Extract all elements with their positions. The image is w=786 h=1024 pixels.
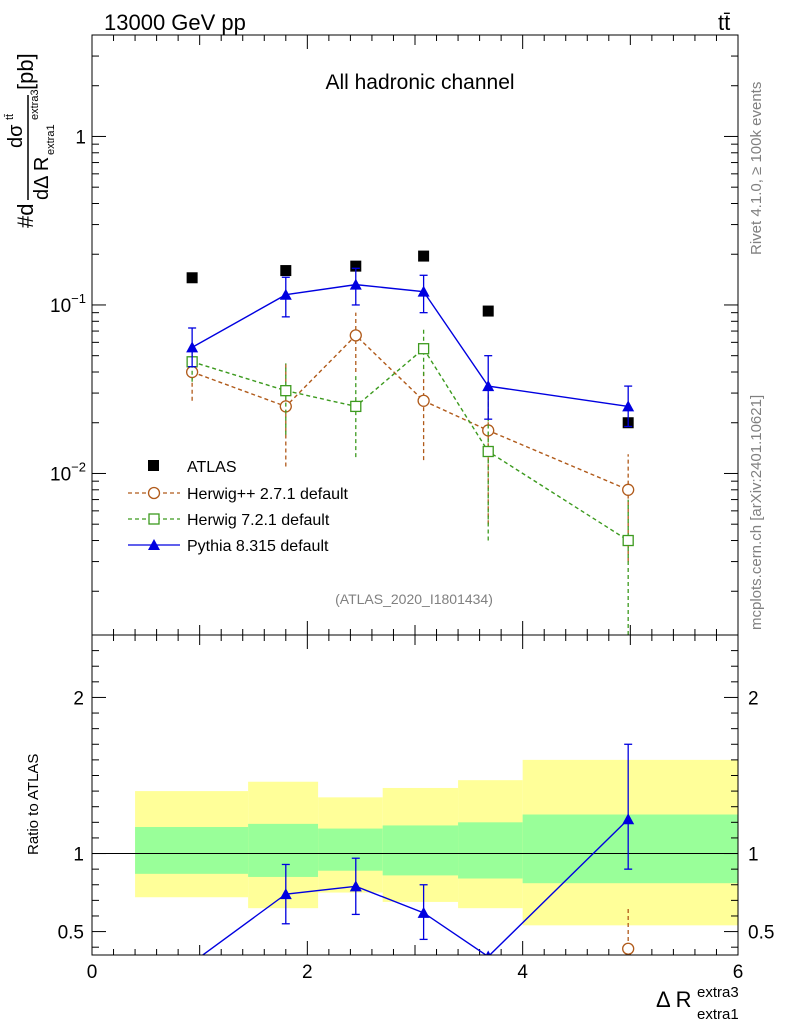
atlas-point [186, 272, 198, 284]
main-series [185, 250, 635, 635]
svg-text:Herwig++ 2.7.1 default: Herwig++ 2.7.1 default [187, 486, 349, 503]
main-y-tick-labels: 10−2 10−1 1 [50, 127, 86, 485]
ratio-y-tick-label-right: 1 [748, 845, 759, 866]
main-y-tick-label: 10−2 [50, 459, 86, 485]
x-axis-title: Δ R extra3 extra1 [656, 984, 739, 1023]
ratio-band-inner [135, 827, 249, 874]
herwigpp-point [417, 394, 430, 407]
pythia-point [622, 400, 635, 412]
ratio-y-tick-label-left: 2 [73, 688, 84, 709]
ratio-pythia-point [279, 888, 292, 900]
rivet-label: Rivet 4.1.0, ≥ 100k events [748, 82, 765, 255]
pythia-point [417, 285, 430, 297]
ratio-pythia-point [622, 813, 635, 825]
ratio-series-herwigpp [622, 906, 635, 955]
ratio-series [186, 743, 635, 968]
legend-entry-atlas: ATLAS [148, 459, 237, 476]
ratio-y-axis-title: Ratio to ATLAS [25, 754, 42, 855]
site-label: mcplots.cern.ch [arXiv:2401.10621] [748, 395, 765, 630]
analysis-id: (ATLAS_2020_I1801434) [335, 591, 493, 607]
x-tick-label: 2 [302, 962, 313, 983]
main-y-axis-title: #d dσ tt̄ dΔ R extra1 extra3 [pb] [4, 53, 57, 228]
pythia-point [482, 380, 495, 392]
svg-text:extra3: extra3 [697, 984, 739, 1001]
pythia-point [279, 288, 292, 300]
ratio-uncertainty-bands [135, 759, 738, 926]
herwigpp-point [622, 483, 635, 496]
process-label: tt̄ [718, 10, 730, 35]
atlas-point [350, 260, 362, 272]
svg-text:ATLAS: ATLAS [187, 459, 237, 476]
ratio-band-inner [458, 822, 523, 879]
ratio-pythia-line [201, 818, 629, 955]
ratio-pythia-point [186, 957, 198, 968]
ratio-y-tick-label-left: 1 [73, 845, 84, 866]
svg-text:[pb]: [pb] [13, 53, 38, 90]
svg-text:extra1: extra1 [697, 1006, 739, 1023]
atlas-point [280, 265, 292, 277]
ratio-tick-labels: 0.5 0.5 1 1 2 2 0 2 4 6 [58, 688, 775, 983]
main-y-tick-label: 10−1 [50, 291, 86, 317]
ratio-band-inner [522, 814, 738, 884]
ratio-y-tick-label-right: 0.5 [748, 923, 774, 944]
x-tick-label: 4 [517, 962, 528, 983]
ratio-y-tick-label-right: 2 [748, 688, 759, 709]
svg-text:Pythia 8.315 default: Pythia 8.315 default [187, 538, 329, 555]
pythia-point [349, 278, 362, 290]
channel-label: All hadronic channel [325, 71, 514, 94]
legend-entry-herwig7: Herwig 7.2.1 default [128, 512, 330, 529]
svg-text:extra3: extra3 [29, 89, 41, 120]
herwig7-point [417, 343, 430, 355]
herwig7-point [622, 534, 634, 547]
svg-text:tt̄: tt̄ [4, 114, 16, 120]
herwig7-line [191, 347, 629, 542]
ratio-pythia-point [485, 950, 491, 955]
herwig7-point [482, 445, 494, 458]
ratio-band-inner [382, 825, 459, 876]
atlas-point [482, 305, 494, 317]
svg-text:Herwig 7.2.1 default: Herwig 7.2.1 default [187, 512, 330, 529]
ratio-series-pythia [186, 743, 635, 968]
svg-text:Δ R: Δ R [656, 987, 691, 1012]
svg-text:#d: #d [13, 204, 38, 228]
pythia-point [186, 341, 199, 353]
herwigpp-point [349, 329, 362, 342]
svg-text:dΔ R: dΔ R [31, 157, 53, 200]
atlas-point [418, 250, 430, 262]
ratio-frame [91, 634, 739, 956]
herwigpp-line [191, 334, 629, 491]
pythia-line [191, 283, 629, 408]
energy-label: 13000 GeV pp [104, 10, 246, 35]
ratio-pythia-point [417, 906, 430, 918]
legend: ATLAS Herwig++ 2.7.1 default Herwig 7.2.… [128, 459, 349, 555]
ratio-pythia-point [349, 880, 362, 892]
herwig7-point [280, 385, 292, 397]
main-y-tick-label: 1 [75, 127, 86, 148]
x-tick-label: 6 [733, 962, 744, 983]
svg-text:dσ: dσ [5, 124, 27, 148]
ratio-herwigpp-point [622, 942, 635, 955]
series-pythia [186, 267, 635, 428]
herwig7-point [350, 400, 362, 413]
legend-entry-herwigpp: Herwig++ 2.7.1 default [128, 486, 349, 503]
ratio-band-inner [248, 823, 319, 877]
legend-entry-pythia: Pythia 8.315 default [128, 538, 329, 555]
svg-text:extra1: extra1 [45, 124, 57, 155]
x-tick-label: 0 [87, 962, 98, 983]
series-atlas [186, 250, 634, 429]
ratio-band-inner [318, 828, 383, 871]
ratio-y-tick-label-left: 0.5 [58, 923, 84, 944]
